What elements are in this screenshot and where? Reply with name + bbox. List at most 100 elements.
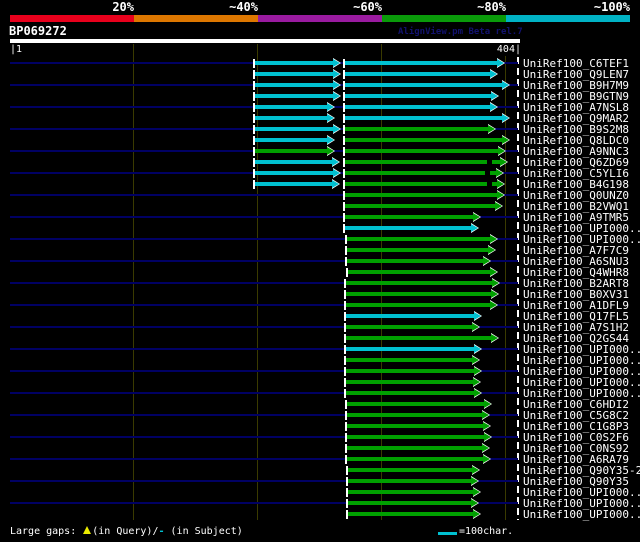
subject-label[interactable]: UniRef100_A1DFL9 [523, 299, 629, 312]
alignment-bar-segment[interactable] [255, 72, 334, 76]
alignment-bar-segment[interactable] [347, 424, 484, 428]
alignment-bar-segment[interactable] [348, 468, 473, 472]
subject-label[interactable]: UniRef100_B9GTN9 [523, 90, 629, 103]
alignment-bar-segment[interactable] [346, 391, 475, 395]
alignment-bar-segment[interactable] [255, 160, 333, 164]
subject-label[interactable]: UniRef100_C5YLI6 [523, 167, 629, 180]
segment-start-tick [343, 92, 345, 101]
alignment-bar-segment[interactable] [345, 83, 503, 87]
subject-label[interactable]: UniRef100_Q17FL5 [523, 310, 629, 323]
alignment-bar-segment[interactable] [345, 94, 492, 98]
subject-label[interactable]: UniRef100_Q6ZD69 [523, 156, 629, 169]
alignment-bar-segment[interactable] [347, 402, 485, 406]
alignment-bar-segment[interactable] [346, 347, 475, 351]
subject-label[interactable]: UniRef100_B9H7M9 [523, 79, 629, 92]
alignment-bar-segment[interactable] [347, 237, 491, 241]
alignment-bar-segment[interactable] [345, 193, 498, 197]
alignment-bar-segment[interactable] [345, 204, 496, 208]
subject-label[interactable]: UniRef100_B9S2M8 [523, 123, 629, 136]
alignment-bar-segment[interactable] [348, 501, 472, 505]
subject-label[interactable]: UniRef100_C0S2F6 [523, 431, 629, 444]
alignment-bar-segment[interactable] [347, 413, 483, 417]
alignment-bar-segment[interactable] [347, 457, 484, 461]
alignment-bar-segment[interactable] [255, 171, 334, 175]
alignment-bar-segment[interactable] [348, 512, 474, 516]
alignment-bar-segment[interactable] [255, 94, 334, 98]
alignment-bar-segment[interactable] [345, 138, 503, 142]
alignment-bar-segment[interactable] [346, 292, 492, 296]
alignment-bar-segment[interactable] [345, 226, 472, 230]
alignment-bar-segment[interactable] [346, 358, 473, 362]
subject-label[interactable]: UniRef100_Q2GS44 [523, 332, 629, 345]
alignment-bar-segment[interactable] [346, 380, 474, 384]
subject-label[interactable]: UniRef100_Q90Y35-2 [523, 464, 640, 477]
app-credit: AlignView.pm Beta rel.7 [398, 27, 523, 37]
subject-label[interactable]: UniRef100_UPI000.. [523, 387, 640, 400]
alignment-bar-segment[interactable] [345, 215, 474, 219]
alignment-bar-segment[interactable] [347, 435, 485, 439]
alignment-bar-segment[interactable] [345, 61, 498, 65]
subject-label[interactable]: UniRef100_A6SNU3 [523, 255, 629, 268]
subject-label[interactable]: UniRef100_B2ART8 [523, 277, 629, 290]
subject-label[interactable]: UniRef100_UPI000.. [523, 233, 640, 246]
subject-label[interactable]: UniRef100_C5G8C2 [523, 409, 629, 422]
subject-label[interactable]: UniRef100_UPI000.. [523, 354, 640, 367]
subject-label[interactable]: UniRef100_Q90Y35 [523, 475, 629, 488]
alignment-bar-segment[interactable] [345, 171, 497, 175]
subject-label[interactable]: UniRef100_C0NS92 [523, 442, 629, 455]
alignment-bar-segment[interactable] [346, 314, 475, 318]
subject-label[interactable]: UniRef100_A7F7C9 [523, 244, 629, 257]
subject-label[interactable]: UniRef100_C6TEF1 [523, 57, 629, 70]
alignment-bar-segment[interactable] [345, 182, 498, 186]
subject-label[interactable]: UniRef100_C6HDI2 [523, 398, 629, 411]
subject-label[interactable]: UniRef100_Q0UNZ0 [523, 189, 629, 202]
subject-label[interactable]: UniRef100_UPI000.. [523, 508, 640, 521]
alignment-bar-segment[interactable] [346, 281, 493, 285]
subject-label[interactable]: UniRef100_A6RA79 [523, 453, 629, 466]
alignment-bar-segment[interactable] [345, 149, 499, 153]
alignment-bar-segment[interactable] [347, 248, 489, 252]
alignment-bar-segment[interactable] [345, 160, 501, 164]
subject-label[interactable]: UniRef100_B2VWQ1 [523, 200, 629, 213]
alignment-bar-segment[interactable] [255, 149, 328, 153]
subject-label[interactable]: UniRef100_Q8LDC0 [523, 134, 629, 147]
subject-label[interactable]: UniRef100_Q9MAR2 [523, 112, 629, 125]
alignment-bar-segment[interactable] [345, 105, 491, 109]
alignment-bar-segment[interactable] [255, 105, 328, 109]
subject-label[interactable]: UniRef100_B4G198 [523, 178, 629, 191]
segment-start-tick [344, 279, 346, 288]
alignment-bar-segment[interactable] [255, 127, 334, 131]
alignment-bar-segment[interactable] [255, 61, 334, 65]
alignment-bar-segment[interactable] [346, 303, 491, 307]
alignment-bar-segment[interactable] [345, 127, 489, 131]
subject-label[interactable]: UniRef100_A9NNC3 [523, 145, 629, 158]
subject-label[interactable]: UniRef100_B0XV31 [523, 288, 629, 301]
alignment-bar-segment[interactable] [255, 116, 328, 120]
alignment-bar-segment[interactable] [347, 259, 484, 263]
alignment-bar-segment[interactable] [345, 116, 503, 120]
subject-label[interactable]: UniRef100_UPI000.. [523, 497, 640, 510]
subject-label[interactable]: UniRef100_Q4WHR8 [523, 266, 629, 279]
subject-label[interactable]: UniRef100_Q9LEN7 [523, 68, 629, 81]
alignment-bar-segment[interactable] [348, 479, 472, 483]
alignment-bar-segment[interactable] [346, 369, 475, 373]
subject-label[interactable]: UniRef100_A7S1H2 [523, 321, 629, 334]
alignment-bar-segment[interactable] [347, 446, 483, 450]
subject-label[interactable]: UniRef100_A7NSL8 [523, 101, 629, 114]
subject-label[interactable]: UniRef100_UPI000.. [523, 486, 640, 499]
alignment-bar-segment[interactable] [348, 490, 474, 494]
alignment-bar-segment[interactable] [346, 336, 492, 340]
row-guide-line [10, 458, 518, 460]
alignment-bar-segment[interactable] [255, 83, 334, 87]
subject-label[interactable]: UniRef100_C1G8P3 [523, 420, 629, 433]
subject-label[interactable]: UniRef100_UPI000.. [523, 376, 640, 389]
alignment-bar-segment[interactable] [255, 182, 333, 186]
alignment-bar-segment[interactable] [348, 270, 491, 274]
alignment-bar-segment[interactable] [346, 325, 473, 329]
subject-label[interactable]: UniRef100_A9TMR5 [523, 211, 629, 224]
subject-label[interactable]: UniRef100_UPI000.. [523, 222, 640, 235]
alignment-bar-segment[interactable] [345, 72, 491, 76]
subject-label[interactable]: UniRef100_UPI000.. [523, 343, 640, 356]
subject-label[interactable]: UniRef100_UPI000.. [523, 365, 640, 378]
alignment-bar-segment[interactable] [255, 138, 328, 142]
